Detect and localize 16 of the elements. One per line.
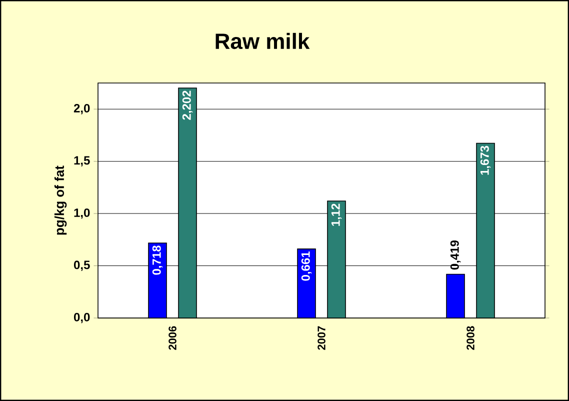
chart-title: Raw milk — [216, 32, 310, 50]
data-label: 0,718 — [152, 246, 163, 275]
y-tick-label: 1,5 — [74, 156, 90, 166]
data-label: 0,419 — [450, 240, 461, 270]
x-tick-label: 2008 — [466, 326, 474, 350]
y-tick-label: 0,5 — [74, 260, 90, 271]
y-tick-label: 2,0 — [74, 104, 90, 114]
data-label: 2,202 — [182, 90, 193, 120]
y-axis-title: pg/kg of fat — [54, 166, 67, 235]
data-label: 1,12 — [331, 204, 342, 226]
x-tick-label: 2007 — [318, 326, 326, 350]
data-label: 0,661 — [301, 252, 312, 281]
y-tick-label: 0,0 — [74, 312, 90, 324]
x-tick-label: 2006 — [168, 326, 176, 350]
data-label: 1,673 — [480, 146, 491, 175]
y-tick-label: 1,0 — [74, 208, 90, 219]
